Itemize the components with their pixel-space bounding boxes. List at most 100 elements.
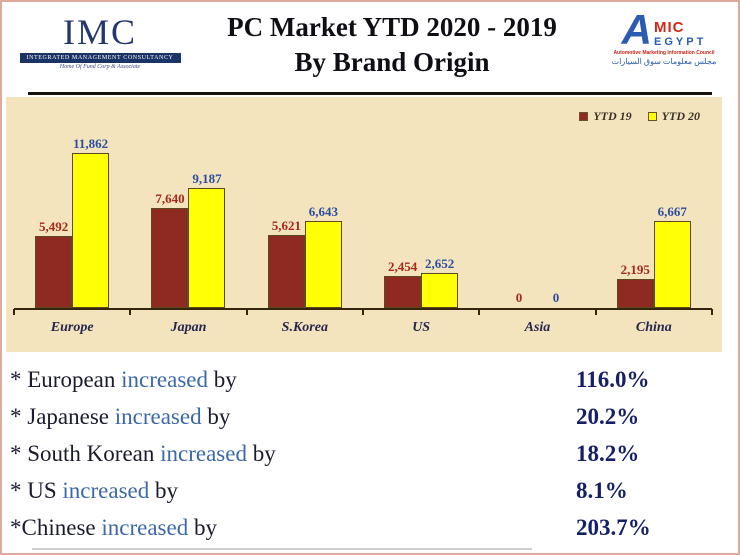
amic-logo-mic: MIC <box>654 18 685 36</box>
header-divider <box>28 92 712 95</box>
header: IMC Integrated Management Consultancy Ho… <box>2 2 738 92</box>
summary-percentage: 8.1% <box>576 478 628 503</box>
summary-suffix: by <box>201 404 231 429</box>
bar-value-label-ytd-20-s-korea: 6,643 <box>308 204 338 219</box>
summary-highlight: increased <box>62 478 150 503</box>
summary-text: * European increased by <box>10 361 576 398</box>
legend-label-ytd20: YTD 20 <box>661 109 700 123</box>
category-label-asia: Asia <box>524 320 551 335</box>
amic-logo-mark: A MIC EGYPT <box>621 6 707 53</box>
summary-highlight: increased <box>121 367 208 392</box>
summary-percentage: 18.2% <box>576 441 640 466</box>
summary-highlight: increased <box>160 441 247 466</box>
summary-highlight: increased <box>101 515 189 540</box>
category-label-china: China <box>635 320 672 335</box>
bar-value-label-ytd-20-japan: 9,187 <box>192 171 222 186</box>
chart-legend: YTD 19 YTD 20 <box>579 109 700 124</box>
imc-logo-banner: Integrated Management Consultancy <box>19 53 181 63</box>
axis-tick <box>594 309 597 315</box>
bar-value-label-ytd-19-japan: 7,640 <box>155 191 185 206</box>
amic-logo-subtitle: Automotive Marketing Information Council <box>613 49 715 56</box>
bar-value-label-ytd-20-us: 2,652 <box>425 256 455 271</box>
summary-suffix: by <box>246 441 276 466</box>
bar-value-label-ytd-19-s-korea: 5,621 <box>271 218 301 233</box>
bar-value-label-ytd-19-europe: 5,492 <box>39 219 69 234</box>
amic-logo-wordmark: MIC EGYPT <box>654 19 706 48</box>
category-group-china: 2,195 6,667 China <box>596 107 712 335</box>
chart-section: YTD 19 YTD 20 5,492 11,862 Europe 7,640 9,18… <box>6 97 722 352</box>
category-label-japan: Japan <box>170 320 207 335</box>
imc-logo-tagline: Home Of Fund Corp & Associate <box>59 64 141 70</box>
amic-logo: A MIC EGYPT Automotive Marketing Informa… <box>598 8 730 66</box>
category-label-us: US <box>412 320 431 335</box>
imc-logo: IMC Integrated Management Consultancy Ho… <box>14 8 186 70</box>
amic-logo-egypt: EGYPT <box>654 35 707 48</box>
summary-prefix: * European <box>10 367 122 392</box>
category-group-s-korea: 5,621 6,643 S.Korea <box>247 107 363 335</box>
summary-text: * Japanese increased by <box>10 398 576 435</box>
axis-tick <box>245 309 248 315</box>
bar-ytd-20-us: 2,652 <box>421 256 459 308</box>
summary-prefix: * Japanese <box>10 404 115 429</box>
axis-tick <box>13 309 15 315</box>
bar-ytd-19-china: 2,195 <box>616 262 654 308</box>
bar-value-label-ytd-20-china: 6,667 <box>657 204 687 219</box>
summary-suffix: by <box>149 478 178 503</box>
legend-swatch-ytd19-icon <box>579 112 589 121</box>
bar-value-label-ytd-20-asia: 0 <box>552 290 560 305</box>
category-group-us: 2,454 2,652 US <box>363 107 479 335</box>
category-group-japan: 7,640 9,187 Japan <box>130 107 246 335</box>
page-title: PC Market YTD 2020 - 2019 By Brand Origi… <box>186 8 598 80</box>
axis-tick <box>362 309 364 315</box>
summary-row-chinese: *Chinese increased by 203.7% <box>10 509 728 546</box>
summary-percentage: 116.0% <box>576 367 650 392</box>
legend-item-ytd20: YTD 20 <box>647 109 700 124</box>
summary-suffix: by <box>188 515 217 540</box>
bottom-divider <box>32 548 532 550</box>
legend-swatch-ytd20-icon <box>647 112 657 121</box>
summary-text: *Chinese increased by <box>10 509 576 546</box>
summary-prefix: * US <box>10 478 63 503</box>
summary-row-south-korean: * South Korean increased by 18.2% <box>10 435 728 472</box>
summary-row-european: * European increased by 116.0% <box>10 361 728 398</box>
summary-row-us: * US increased by 8.1% <box>10 472 728 509</box>
bar-ytd-19-us: 2,454 <box>384 259 422 308</box>
legend-label-ytd19: YTD 19 <box>593 109 632 123</box>
page-title-line1: PC Market YTD 2020 - 2019 <box>227 12 557 42</box>
bar-ytd-19-s-korea: 5,621 <box>267 218 305 308</box>
summary-section: * European increased by 116.0% * Japanes… <box>2 352 738 546</box>
axis-tick <box>478 309 481 315</box>
bar-value-label-ytd-19-asia: 0 <box>515 290 523 305</box>
axis-tick <box>129 309 132 315</box>
summary-suffix: by <box>207 367 237 392</box>
summary-text: * South Korean increased by <box>10 435 576 472</box>
summary-percentage: 20.2% <box>576 404 640 429</box>
category-group-europe: 5,492 11,862 Europe <box>14 107 130 335</box>
page-title-line2: By Brand Origin <box>294 47 490 78</box>
legend-item-ytd19: YTD 19 <box>579 109 632 124</box>
category-label-europe: Europe <box>50 320 94 335</box>
summary-row-japanese: * Japanese increased by 20.2% <box>10 398 728 435</box>
amic-logo-a-icon: A <box>621 6 653 53</box>
summary-prefix: *Chinese <box>10 515 102 540</box>
bar-ytd-20-s-korea: 6,643 <box>304 204 342 308</box>
category-label-s-korea: S.Korea <box>281 320 328 335</box>
summary-prefix: * South Korean <box>10 441 161 466</box>
axis-tick <box>711 309 713 315</box>
bar-value-label-ytd-20-europe: 11,862 <box>73 136 109 151</box>
bar-ytd-20-europe: 11,862 <box>72 136 110 308</box>
summary-highlight: increased <box>114 404 202 429</box>
summary-percentage: 203.7% <box>576 515 651 540</box>
plot-area: 5,492 11,862 Europe 7,640 9,187 Japan 5,621 6,6… <box>13 107 713 335</box>
amic-logo-arabic: مجلس معلومات سوق السيارات <box>611 56 717 66</box>
bar-ytd-19-japan: 7,640 <box>151 191 189 308</box>
bar-value-label-ytd-19-us: 2,454 <box>388 259 418 274</box>
bar-ytd-20-japan: 9,187 <box>188 171 226 308</box>
bar-ytd-20-china: 6,667 <box>653 204 691 308</box>
category-group-asia: 0 0 Asia <box>479 107 595 335</box>
bar-value-label-ytd-19-china: 2,195 <box>620 262 650 277</box>
bar-ytd-19-europe: 5,492 <box>35 219 73 308</box>
summary-text: * US increased by <box>10 472 576 509</box>
imc-logo-acronym: IMC <box>62 12 137 52</box>
